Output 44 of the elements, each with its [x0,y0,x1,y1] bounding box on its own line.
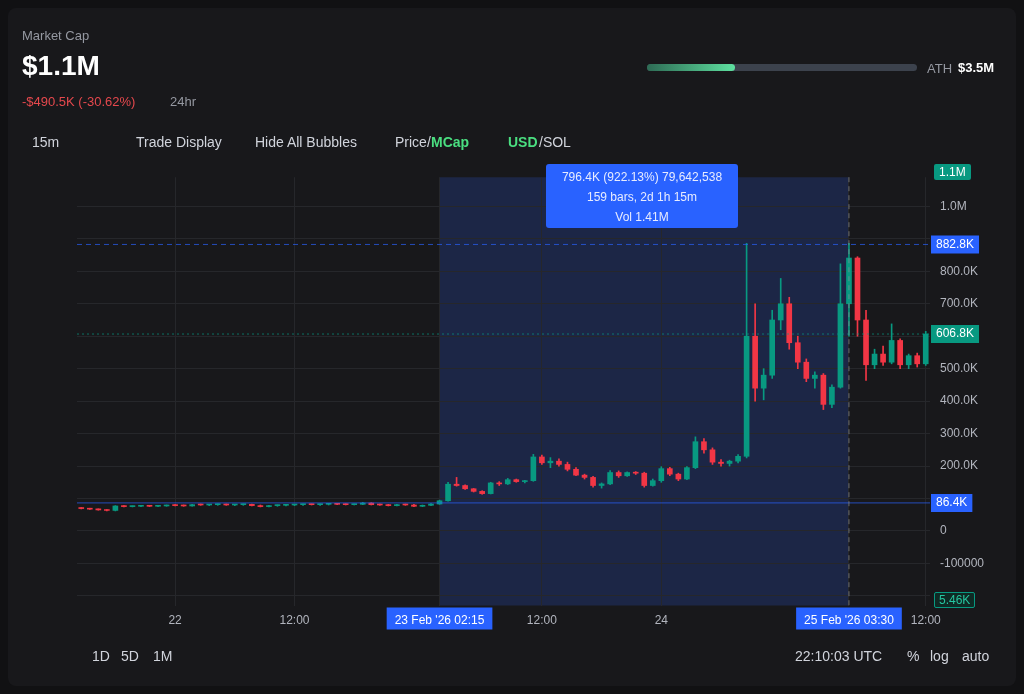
x-tick-label: 12:00 [910,613,942,628]
ref-line-label: 86.4K [936,495,968,510]
text: USD [508,134,538,150]
y-tick-label: 300.0K [940,425,979,440]
text: 1D [92,648,110,664]
text: ATH [927,61,953,76]
y-tick-label: 500.0K [940,360,979,375]
text: Price/ [395,134,431,150]
text: 1M [153,648,173,664]
y-tick-label: 700.0K [940,296,979,311]
text: 5.46K [934,592,976,608]
text: 5D [121,648,139,664]
x-tick-label: 23 Feb '26 02:15 [394,613,485,628]
text: MCap [431,134,470,150]
text: /SOL [539,134,571,150]
y-tick-label: 0 [940,523,947,538]
ref-line-label: 606.8K [936,326,975,341]
y-tick-label: 800.0K [940,263,979,278]
annotation: 796.4K (922.13%) 79,642,538 [560,170,724,184]
chart-subtitle: $1.1M [22,50,100,82]
text: 1.1M [934,164,971,180]
x-tick-label: 25 Feb '26 03:30 [804,613,895,628]
y-tick-label: 200.0K [940,458,979,473]
text: 22:10:03 UTC [795,648,883,664]
text: Trade Display [136,134,222,150]
text: -$490.5K (-30.62%) [22,94,136,109]
annotation: Vol 1.41M [614,210,670,224]
x-tick-label: 24 [654,613,669,628]
chart-title: Market Cap [22,28,90,43]
text: Hide All Bubbles [255,134,357,150]
text: $3.5M [958,60,995,75]
text: log [930,648,949,664]
ref-line-label: 882.8K [936,236,975,251]
y-tick-label: 1.0M [940,198,967,213]
text: auto [962,648,990,664]
text: 15m [32,134,60,150]
y-tick-label: -100000 [940,555,985,570]
y-tick-label: 400.0K [940,393,979,408]
text: 24hr [170,94,197,109]
x-tick-label: 12:00 [526,613,558,628]
annotation: 159 bars, 2d 1h 15m [585,190,699,204]
x-tick-label: 22 [168,613,183,628]
text: % [907,648,920,664]
x-tick-label: 12:00 [279,613,310,628]
